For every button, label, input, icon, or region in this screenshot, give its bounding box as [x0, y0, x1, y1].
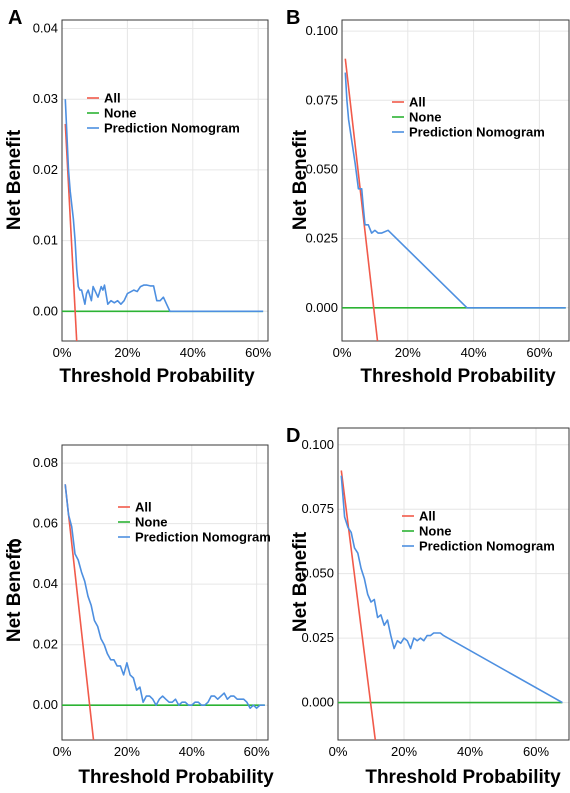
panel-b-legend-label-all: All: [409, 95, 426, 110]
panel-a-series-prediction-nomogram: [64, 99, 264, 313]
panel-d-y-tick-label: 0.050: [301, 566, 334, 581]
panel-b-legend-label-none: None: [409, 110, 442, 125]
panel-a-y-axis-title: Net Benefit: [4, 129, 25, 230]
panel-c-legend-label-none: None: [135, 515, 168, 530]
panel-d: D 0% 20% 40% 60% 0.000 0.025 0.050 0.075 0.100 Thr…: [286, 425, 570, 788]
panel-c-y-tick-label: 0.06: [33, 516, 58, 531]
panel-d-x-tick-label: 20%: [391, 744, 417, 759]
panel-d-plot-frame: [337, 427, 570, 741]
panel-c-x-tick-label: 20%: [114, 744, 140, 759]
panel-d-x-tick-label: 60%: [523, 744, 549, 759]
panel-a-legend-label-none: None: [104, 106, 137, 121]
panel-d-legend-label-prediction-nomogram: Prediction Nomogram: [419, 539, 555, 554]
panel-b-letter: B: [286, 7, 300, 29]
panel-b-series-all: [344, 58, 379, 341]
panel-a-x-axis-title: Threshold Probability: [59, 366, 255, 387]
panel-d-series-all: [340, 470, 377, 740]
panel-a-letter: A: [8, 7, 22, 29]
panel-c-x-tick-label: 60%: [244, 744, 270, 759]
panel-a-y-tick-label: 0.01: [33, 233, 58, 248]
panel-d-x-tick-label: 0%: [329, 744, 348, 759]
panel-b-y-tick-label: 0.050: [305, 161, 338, 176]
panel-a-x-tick-label: 20%: [114, 345, 140, 360]
panel-b-y-tick-label: 0.100: [305, 23, 338, 38]
panel-d-series-prediction-nomogram: [340, 475, 563, 704]
panel-b-y-tick-label: 0.075: [305, 92, 338, 107]
panel-c-y-tick-label: 0.08: [33, 455, 58, 470]
panel-a-legend-label-prediction-nomogram: Prediction Nomogram: [104, 121, 240, 136]
panel-d-x-axis-title: Threshold Probability: [365, 767, 561, 788]
panel-c-legend-label-prediction-nomogram: Prediction Nomogram: [135, 530, 271, 545]
panel-c-series-prediction-nomogram: [64, 484, 265, 710]
panel-d-legend-label-all: All: [419, 509, 436, 524]
panel-b-y-tick-label: 0.025: [305, 231, 338, 246]
panel-a-y-tick-label: 0.03: [33, 91, 58, 106]
panel-a: A 0% 20% 40% 60% 0.00 0.01 0.02 0.03 0.04 Threshol…: [4, 7, 272, 387]
panel-b-legend-label-prediction-nomogram: Prediction Nomogram: [409, 125, 545, 140]
panel-d-legend-label-none: None: [419, 524, 452, 539]
panel-c-plot-frame: [61, 444, 269, 741]
panel-a-legend-label-all: All: [104, 91, 121, 106]
panel-d-y-tick-label: 0.075: [301, 501, 334, 516]
panel-c: C 0% 20% 40% 60% 0.00 0.02 0.04 0.06 0.08 Threshol…: [4, 444, 274, 788]
panel-c-series-all: [64, 484, 95, 740]
panel-c-legend-label-all: All: [135, 500, 152, 515]
panel-a-plot-frame: [61, 19, 269, 342]
panel-b: B 0% 20% 40% 60% 0.000 0.025 0.050 0.075 0.100 Thr…: [286, 7, 570, 387]
panel-b-x-tick-label: 20%: [395, 345, 421, 360]
panel-d-y-tick-label: 0.000: [301, 695, 334, 710]
panel-b-series-prediction-nomogram: [344, 72, 566, 309]
panel-b-x-axis-title: Threshold Probability: [360, 366, 556, 387]
panel-a-y-tick-label: 0.04: [33, 20, 58, 35]
panel-c-x-tick-label: 40%: [179, 744, 205, 759]
panel-a-x-tick-label: 60%: [245, 345, 271, 360]
panel-a-x-tick-label: 40%: [180, 345, 206, 360]
panel-d-y-tick-label: 0.100: [301, 437, 334, 452]
panel-d-y-tick-label: 0.025: [301, 630, 334, 645]
panel-b-plot-frame: [341, 19, 570, 342]
panel-c-y-tick-label: 0.00: [33, 697, 58, 712]
panel-d-y-axis-title: Net Benefit: [290, 531, 311, 632]
panel-a-y-tick-label: 0.00: [33, 303, 58, 318]
panel-b-y-tick-label: 0.000: [305, 300, 338, 315]
panel-c-y-tick-label: 0.04: [33, 576, 58, 591]
panel-d-x-tick-label: 40%: [457, 744, 483, 759]
panel-a-series-all: [64, 123, 78, 341]
panel-c-y-tick-label: 0.02: [33, 637, 58, 652]
panel-b-x-tick-label: 40%: [461, 345, 487, 360]
panel-b-x-tick-label: 60%: [526, 345, 552, 360]
panel-d-letter: D: [286, 425, 300, 447]
panel-a-y-tick-label: 0.02: [33, 162, 58, 177]
panel-b-y-axis-title: Net Benefit: [290, 129, 311, 230]
panel-c-x-axis-title: Threshold Probability: [78, 767, 274, 788]
panel-c-y-axis-title: Net Benefit: [4, 541, 25, 642]
panel-c-x-tick-label: 0%: [53, 744, 72, 759]
panel-a-x-tick-label: 0%: [53, 345, 72, 360]
panel-b-x-tick-label: 0%: [333, 345, 352, 360]
panel-c-letter: C: [8, 536, 22, 558]
